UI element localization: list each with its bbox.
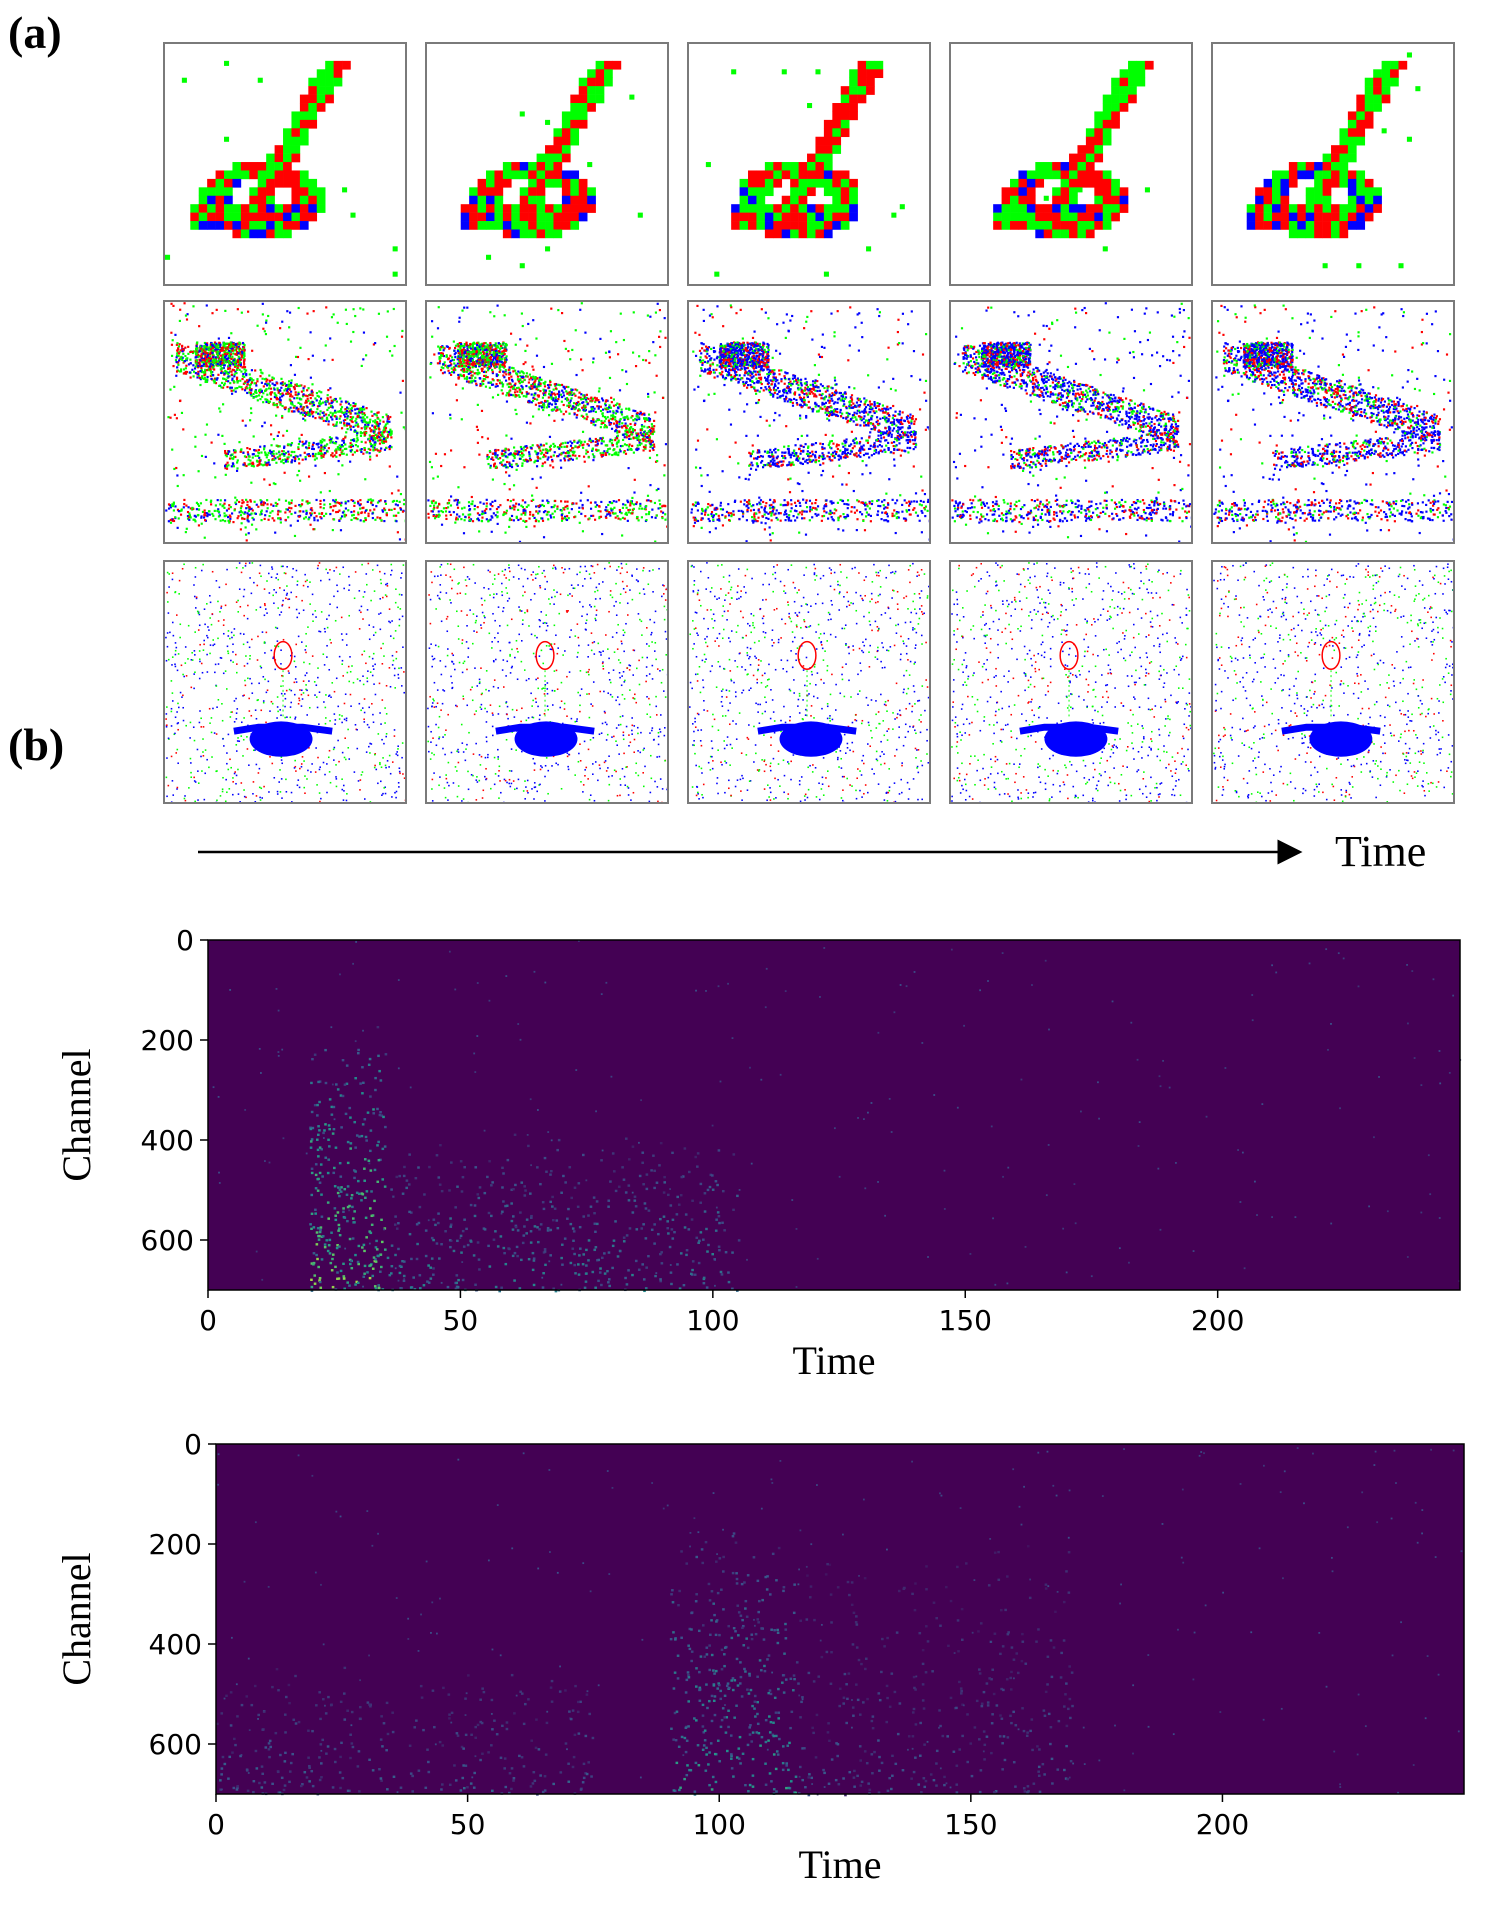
x-tick-label: 200 xyxy=(1191,1304,1244,1337)
activity-region-1 xyxy=(216,1666,595,1796)
heatmap-background xyxy=(208,940,1460,1290)
event-frame-person-1 xyxy=(163,560,407,804)
x-tick-label: 50 xyxy=(443,1304,479,1337)
event-frame-person-4 xyxy=(949,560,1193,804)
event-frame-digit-3 xyxy=(687,42,931,286)
time-arrow-label: Time xyxy=(1335,827,1426,876)
y-tick-label: 200 xyxy=(141,1024,194,1057)
y-axis-label: Channel xyxy=(54,1552,99,1685)
x-tick-label: 150 xyxy=(939,1304,992,1337)
y-tick-label: 0 xyxy=(176,924,194,957)
y-tick-label: 400 xyxy=(141,1124,194,1157)
background-events xyxy=(212,940,1462,1292)
spike-raster-heatmap-2: 0 50 100 150 200 0 200 400 600 Time Channel xyxy=(54,1428,1465,1887)
y-tick-label: 400 xyxy=(149,1628,202,1661)
background-events xyxy=(217,1447,1463,1796)
event-frame-bird-2 xyxy=(425,300,669,544)
x-tick-label: 0 xyxy=(207,1808,225,1841)
x-axis-label: Time xyxy=(798,1842,881,1887)
y-axis-label: Channel xyxy=(54,1048,99,1181)
y-tick-label: 200 xyxy=(149,1528,202,1561)
x-axis-label: Time xyxy=(792,1338,875,1383)
y-tick-label: 600 xyxy=(149,1728,202,1761)
event-frame-bird-3 xyxy=(687,300,931,544)
y-tick-label: 0 xyxy=(184,1428,202,1461)
x-tick-label: 150 xyxy=(944,1808,997,1841)
spike-raster-heatmap-1: 0 50 100 150 200 0 200 400 600 Time Channel xyxy=(54,924,1462,1383)
event-frame-digit-5 xyxy=(1211,42,1455,286)
heatmap-background xyxy=(216,1444,1464,1794)
event-frame-digit-2 xyxy=(425,42,669,286)
event-frame-person-3 xyxy=(687,560,931,804)
x-tick-label: 200 xyxy=(1196,1808,1249,1841)
activity-region-1 xyxy=(309,1025,388,1292)
panel-b-label: (b) xyxy=(8,719,65,770)
event-frame-bird-4 xyxy=(949,300,1193,544)
plot-frame xyxy=(207,939,1461,1291)
x-tick-label: 100 xyxy=(686,1304,739,1337)
event-frame-person-5 xyxy=(1211,560,1455,804)
y-tick-label: 600 xyxy=(141,1224,194,1257)
x-tick-label: 100 xyxy=(692,1808,745,1841)
x-tick-label: 0 xyxy=(199,1304,217,1337)
activity-region-2 xyxy=(669,1532,798,1796)
event-frame-bird-5 xyxy=(1211,300,1455,544)
x-tick-label: 50 xyxy=(450,1808,486,1841)
panel-a-label: (a) xyxy=(8,7,62,58)
event-frame-bird-1 xyxy=(163,300,407,544)
event-frame-digit-1 xyxy=(163,42,407,286)
event-frame-digit-4 xyxy=(949,42,1193,286)
plot-frame xyxy=(215,1443,1465,1795)
event-frame-person-2 xyxy=(425,560,669,804)
